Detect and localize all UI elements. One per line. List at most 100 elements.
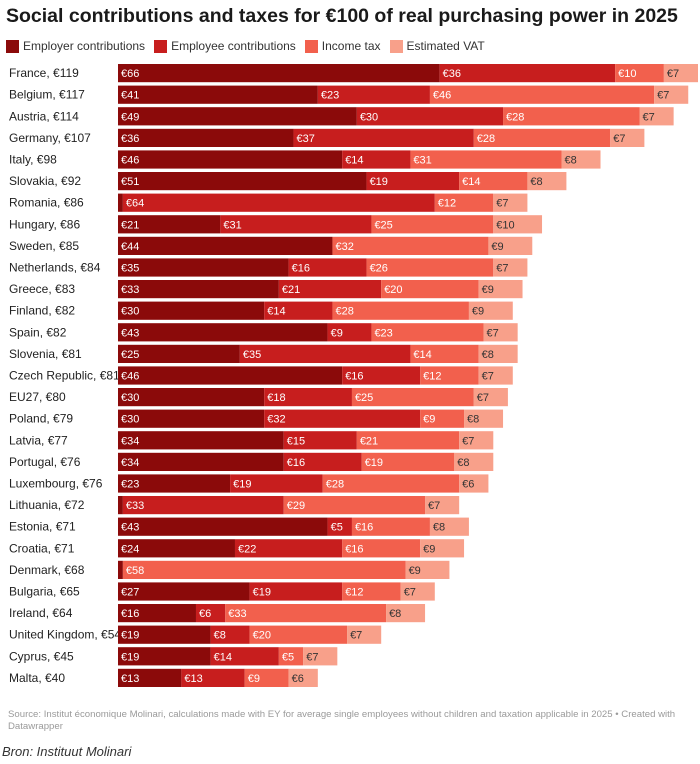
bar-segment: [459, 431, 494, 450]
data-label: €21: [360, 435, 378, 447]
category-label: United Kingdom, €54: [9, 628, 121, 642]
data-label: €66: [121, 68, 139, 80]
bar-segment: [118, 560, 123, 579]
data-label: €20: [384, 284, 402, 296]
data-label: €8: [482, 349, 494, 361]
data-label: €7: [613, 133, 625, 145]
data-label: €12: [423, 371, 441, 383]
data-label: €5: [282, 651, 294, 663]
bar-segment: [181, 668, 245, 687]
data-label: €7: [477, 392, 489, 404]
data-label: €7: [428, 500, 440, 512]
bar-segment: [429, 517, 469, 536]
data-label: €23: [321, 90, 339, 102]
bar-segment: [118, 582, 250, 601]
data-label: €31: [413, 155, 431, 167]
bar-segment: [244, 668, 289, 687]
bar-segment: [347, 625, 382, 644]
data-label: €44: [121, 241, 139, 253]
bar-segment: [459, 474, 489, 493]
bar-segment: [118, 452, 284, 471]
bar-segment: [327, 323, 372, 342]
legend-item-employer: Employer contributions: [6, 39, 145, 53]
category-label: Finland, €82: [9, 304, 75, 318]
data-label: €21: [282, 284, 300, 296]
data-label: €34: [121, 435, 139, 447]
data-label: €8: [389, 608, 401, 620]
category-label: Estonia, €71: [9, 520, 76, 534]
data-label: €33: [121, 284, 139, 296]
bar-segment: [322, 474, 460, 493]
bar-segment: [356, 107, 504, 126]
bar-segment: [488, 236, 533, 255]
legend-label-income-tax: Income tax: [321, 39, 381, 53]
bar-segment: [473, 388, 508, 407]
bar-segment: [478, 280, 523, 299]
bar-row: Czech Republic, €81 €46 €16 €12 €7: [9, 366, 513, 385]
bar-segment: [342, 366, 421, 385]
data-label: €9: [482, 284, 494, 296]
data-label: €43: [121, 522, 139, 534]
bar-segment: [118, 604, 196, 623]
bar-segment: [454, 452, 494, 471]
data-label: €10: [618, 68, 636, 80]
bar-row: Ireland, €64 €16 €6 €33 €8: [9, 604, 426, 623]
bar-row: Luxembourg, €76 €23 €19 €28 €6: [9, 474, 489, 493]
data-label: €29: [287, 500, 305, 512]
category-label: France, €119: [9, 66, 79, 80]
bar-segment: [249, 582, 343, 601]
bar-segment: [410, 150, 562, 169]
legend-item-employee: Employee contributions: [154, 39, 296, 53]
data-label: €8: [457, 457, 469, 469]
data-label: €35: [243, 349, 261, 361]
bar-segment: [366, 172, 460, 191]
data-label: €25: [121, 349, 139, 361]
data-label: €37: [296, 133, 314, 145]
bar-segment: [118, 474, 231, 493]
category-label: Greece, €83: [9, 282, 75, 296]
category-label: Czech Republic, €81: [9, 369, 120, 383]
data-label: €10: [496, 219, 514, 231]
data-label: €9: [423, 414, 435, 426]
data-label: €30: [121, 392, 139, 404]
bar-segment: [420, 539, 465, 558]
data-label: €23: [374, 327, 392, 339]
category-label: Ireland, €64: [9, 606, 73, 620]
bar-segment: [425, 496, 460, 515]
data-label: €35: [121, 263, 139, 275]
bar-row: Latvia, €77 €34 €15 €21 €7: [9, 431, 494, 450]
category-label: Denmark, €68: [9, 563, 85, 577]
data-label: €25: [374, 219, 392, 231]
bar-segment: [264, 388, 352, 407]
bar-row: Sweden, €85 €44 €32 €9: [9, 236, 533, 255]
bar-segment: [118, 280, 279, 299]
category-label: Lithuania, €72: [9, 498, 85, 512]
bar-segment: [118, 668, 182, 687]
bar-segment: [118, 172, 367, 191]
data-label: €7: [667, 68, 679, 80]
data-label: €13: [184, 673, 202, 685]
bar-segment: [210, 625, 250, 644]
data-label: €32: [267, 414, 285, 426]
data-label: €16: [292, 263, 310, 275]
data-label: €20: [253, 630, 271, 642]
bar-row: EU27, €80 €30 €18 €25 €7: [9, 388, 508, 407]
category-label: Slovenia, €81: [9, 347, 82, 361]
bar-segment: [283, 496, 426, 515]
data-label: €30: [121, 306, 139, 318]
chart-legend: Employer contributions Employee contribu…: [6, 39, 494, 53]
data-label: €6: [199, 608, 211, 620]
data-label: €6: [462, 479, 474, 491]
bar-segment: [210, 647, 279, 666]
bar-segment: [118, 236, 333, 255]
bar-segment: [278, 647, 304, 666]
bar-segment: [439, 64, 616, 83]
data-label: €5: [331, 522, 343, 534]
bar-segment: [400, 582, 435, 601]
bar-segment: [610, 128, 645, 147]
bar-segment: [118, 85, 318, 104]
bar-segment: [493, 258, 528, 277]
bar-segment: [639, 107, 674, 126]
source-note: Source: Institut économique Molinari, ca…: [8, 709, 676, 732]
bar-row: Malta, €40 €13 €13 €9 €6: [9, 668, 318, 687]
